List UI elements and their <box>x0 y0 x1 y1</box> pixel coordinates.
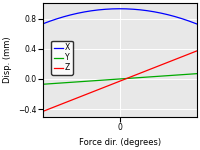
Line: Y: Y <box>43 74 197 84</box>
X <box>83 11 85 13</box>
Line: X: X <box>43 9 197 24</box>
Y <box>188 73 190 75</box>
Y <box>48 83 50 85</box>
Legend: X, Y, Z: X, Y, Z <box>51 41 73 75</box>
Line: Z: Z <box>43 51 197 111</box>
Z <box>42 111 44 112</box>
X <box>70 14 73 16</box>
X-axis label: Force dir. (degrees): Force dir. (degrees) <box>79 138 161 147</box>
X <box>118 8 120 10</box>
Z <box>83 94 85 96</box>
Y-axis label: Disp. (mm): Disp. (mm) <box>3 37 12 83</box>
X <box>195 23 198 25</box>
Z <box>182 55 185 57</box>
X <box>48 21 50 22</box>
Z <box>195 50 198 52</box>
Z <box>188 53 190 55</box>
Z <box>51 107 53 109</box>
Y <box>42 83 44 85</box>
X <box>51 20 53 21</box>
Y <box>195 73 198 75</box>
X <box>42 23 44 25</box>
Y <box>182 74 185 75</box>
Y <box>70 81 73 83</box>
Y <box>51 83 53 84</box>
X <box>188 20 191 22</box>
Z <box>48 108 50 110</box>
Z <box>70 99 73 101</box>
X <box>183 18 185 20</box>
Y <box>83 81 85 82</box>
